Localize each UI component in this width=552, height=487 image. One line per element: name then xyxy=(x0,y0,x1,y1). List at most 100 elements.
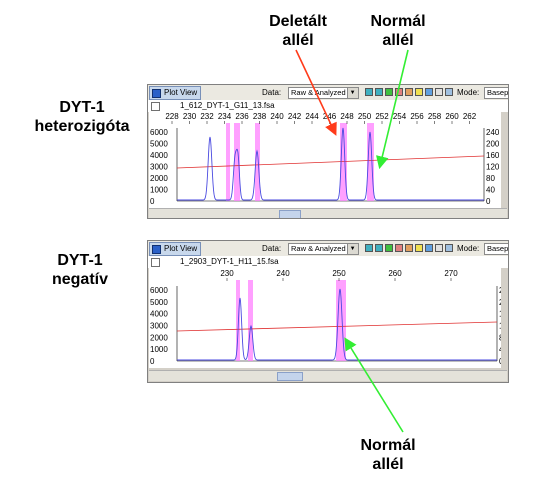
size-standard-line xyxy=(176,321,498,332)
toolbar-color-icon-4[interactable] xyxy=(395,244,403,252)
chevron-down-icon: ▼ xyxy=(346,88,358,98)
mode-dropdown[interactable]: Basepa xyxy=(484,243,508,255)
data-dropdown[interactable]: Raw & Analyzed ▼ xyxy=(288,243,359,255)
data-label: Data: xyxy=(262,88,282,97)
chevron-down-icon: ▼ xyxy=(346,244,358,254)
toolbar-color-icon-6[interactable] xyxy=(415,88,423,96)
x-tick-label: 262 xyxy=(463,112,477,121)
x-tick-label: 240 xyxy=(270,112,284,121)
toolbar-zoom-icon[interactable] xyxy=(445,88,453,96)
toolbar-color-icon-1[interactable] xyxy=(365,244,373,252)
scrollbar-thumb[interactable] xyxy=(279,210,301,218)
y-right-tick-label: 120 xyxy=(499,322,501,331)
horizontal-scrollbar[interactable] xyxy=(149,208,507,218)
peak-highlight-band xyxy=(234,123,240,201)
x-tick-label: 228 xyxy=(165,112,179,121)
y-right-tick-label: 200 xyxy=(486,140,500,149)
toolbar-color-icon-5[interactable] xyxy=(405,88,413,96)
y-left-tick-label: 5000 xyxy=(150,298,168,307)
toolbar-color-icon-2[interactable] xyxy=(375,244,383,252)
y-left-tick-label: 0 xyxy=(150,357,155,366)
x-tick-label: 232 xyxy=(200,112,214,121)
heterozygous-label: DYT-1 heterozigóta xyxy=(34,99,130,135)
toolbar-color-icon-5[interactable] xyxy=(405,244,413,252)
file-checkbox[interactable] xyxy=(151,102,160,111)
x-tick-label: 254 xyxy=(393,112,407,121)
peak-highlight-band xyxy=(336,280,346,361)
x-tick-label: 258 xyxy=(428,112,442,121)
y-left-tick-label: 0 xyxy=(150,197,155,206)
y-right-tick-label: 80 xyxy=(486,174,495,183)
plot-view-panel-top: Plot View Data: Raw & Analyzed ▼ Mode: Ba… xyxy=(147,84,509,219)
toolbar-zoom-icon[interactable] xyxy=(445,244,453,252)
toolbar-color-icon-2[interactable] xyxy=(375,88,383,96)
toolbar-color-icon-4[interactable] xyxy=(395,88,403,96)
toolbar-table-icon[interactable] xyxy=(435,244,443,252)
peak-highlight-band xyxy=(236,280,240,361)
x-tick-label: 234 xyxy=(218,112,232,121)
x-tick-label: 248 xyxy=(340,112,354,121)
y-right-tick-label: 160 xyxy=(499,310,501,319)
toolbar-table-icon[interactable] xyxy=(435,88,443,96)
x-tick-label: 250 xyxy=(332,269,346,278)
electropherogram-plot: 6000 5000 4000 3000 2000 1000 0 240 200 160 120 80 4… xyxy=(149,112,501,210)
y-right-tick-label: 40 xyxy=(486,186,495,195)
toolbar-color-icon-3[interactable] xyxy=(385,88,393,96)
file-checkbox[interactable] xyxy=(151,258,160,267)
y-right-tick-label: 160 xyxy=(486,151,500,160)
peak-highlight-band xyxy=(367,123,374,201)
x-tick-label: 242 xyxy=(288,112,302,121)
size-standard-line xyxy=(176,155,485,169)
trace-line xyxy=(177,288,497,361)
x-tick-label: 256 xyxy=(410,112,424,121)
negative-label: DYT-1 negatív xyxy=(51,252,108,288)
y-right-tick-label: 120 xyxy=(486,163,500,172)
plot-view-tab[interactable]: Plot View xyxy=(149,86,202,100)
x-tick-label: 260 xyxy=(445,112,459,121)
toolbar-grid-icon[interactable] xyxy=(425,244,433,252)
peak-highlight-band xyxy=(226,123,230,201)
x-tick-label: 260 xyxy=(388,269,402,278)
y-right-tick-label: 80 xyxy=(499,333,501,342)
x-tick-label: 238 xyxy=(253,112,267,121)
y-right-tick-label: 240 xyxy=(486,128,500,137)
y-left-tick-label: 3000 xyxy=(150,163,168,172)
panel-toolbar: Plot View Data: Raw & Analyzed ▼ Mode: Ba… xyxy=(148,241,508,257)
x-tick-label: 250 xyxy=(358,112,372,121)
toolbar-color-icon-6[interactable] xyxy=(415,244,423,252)
y-left-tick-label: 1000 xyxy=(150,345,168,354)
data-dropdown[interactable]: Raw & Analyzed ▼ xyxy=(288,87,359,99)
y-right-tick-label: 40 xyxy=(499,345,501,354)
scrollbar-thumb[interactable] xyxy=(277,372,303,381)
plot-view-icon xyxy=(152,245,161,254)
data-dropdown-value: Raw & Analyzed xyxy=(291,244,346,253)
y-left-tick-label: 2000 xyxy=(150,333,168,342)
y-right-tick-label: 200 xyxy=(499,298,501,307)
peak-highlight-band xyxy=(248,280,253,361)
plot-view-tab-label: Plot View xyxy=(164,88,198,97)
y-left-tick-label: 3000 xyxy=(150,322,168,331)
file-row: 1_2903_DYT-1_H11_15.fsa xyxy=(148,256,508,268)
horizontal-scrollbar[interactable] xyxy=(149,370,507,381)
mode-dropdown[interactable]: Basepa xyxy=(484,87,508,99)
peak-highlight-band xyxy=(340,123,347,201)
y-left-tick-label: 6000 xyxy=(150,286,168,295)
plot-view-panel-bottom: Plot View Data: Raw & Analyzed ▼ Mode: Ba… xyxy=(147,240,509,383)
y-right-tick-label: 0 xyxy=(499,357,501,366)
toolbar-color-icon-1[interactable] xyxy=(365,88,373,96)
file-row: 1_612_DYT-1_G11_13.fsa xyxy=(148,100,508,112)
peak-highlight-band xyxy=(255,123,260,201)
plot-view-tab-label: Plot View xyxy=(164,244,198,253)
deleted-allele-label: Deletált allél xyxy=(269,13,327,49)
x-tick-label: 244 xyxy=(305,112,319,121)
y-left-tick-label: 2000 xyxy=(150,174,168,183)
toolbar-grid-icon[interactable] xyxy=(425,88,433,96)
x-tick-label: 236 xyxy=(235,112,249,121)
y-left-tick-label: 5000 xyxy=(150,140,168,149)
toolbar-color-icon-3[interactable] xyxy=(385,244,393,252)
y-left-tick-label: 1000 xyxy=(150,186,168,195)
plot-view-tab[interactable]: Plot View xyxy=(149,242,202,256)
x-tick-label: 230 xyxy=(220,269,234,278)
data-dropdown-value: Raw & Analyzed xyxy=(291,88,346,97)
normal-allele-label-top: Normál allél xyxy=(370,13,426,49)
